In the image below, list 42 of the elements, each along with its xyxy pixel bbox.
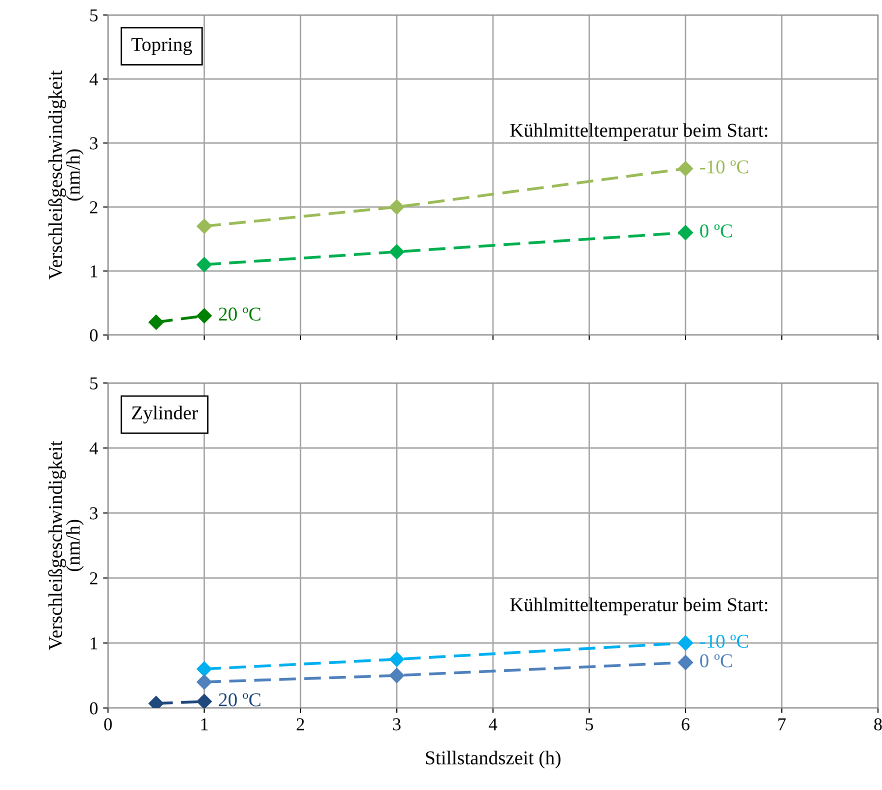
point bbox=[389, 199, 404, 215]
series-label: 0 ºC bbox=[700, 224, 732, 238]
x-tick-label: 4 bbox=[488, 718, 498, 730]
y-axis-title: Verschleißgeschwindigkeit (nm/h) bbox=[48, 70, 84, 280]
series-label: 20 ºC bbox=[218, 693, 260, 706]
y-tick-label: 1 bbox=[90, 637, 98, 650]
y-tick-label: 1 bbox=[90, 265, 98, 278]
point bbox=[678, 225, 694, 240]
series-label: 0 ºC bbox=[700, 654, 732, 668]
x-tick-label: 3 bbox=[393, 718, 401, 730]
y-tick-label: 4 bbox=[90, 73, 98, 86]
point bbox=[196, 257, 212, 272]
point bbox=[389, 244, 404, 260]
y-tick-label: 4 bbox=[90, 442, 98, 454]
x-tick-label: 8 bbox=[874, 718, 882, 730]
x-tick-label: 1 bbox=[201, 718, 208, 730]
point bbox=[196, 308, 212, 324]
y-tick-label: 0 bbox=[90, 329, 98, 342]
y-tick-label: 0 bbox=[90, 702, 98, 714]
y-tick-label: 5 bbox=[90, 377, 98, 390]
x-tick-label: 2 bbox=[296, 718, 304, 730]
y-tick-label: 3 bbox=[90, 507, 98, 520]
x-axis-title: Stillstandszeit (h) bbox=[426, 750, 560, 768]
series-label: -10 ºC bbox=[700, 160, 748, 174]
point bbox=[678, 161, 694, 176]
series-label: -10 ºC bbox=[700, 634, 748, 648]
y-tick-label: 2 bbox=[90, 201, 98, 214]
y-tick-label: 3 bbox=[90, 137, 98, 150]
point bbox=[148, 314, 164, 330]
annotation: Kühlmitteltemperatur beim Start: bbox=[510, 598, 768, 616]
x-tick-label: 0 bbox=[104, 718, 112, 730]
text: Topring bbox=[131, 38, 192, 56]
y-axis-title: Verschleißgeschwindigkeit (nm/h) bbox=[48, 440, 84, 650]
x-tick-label: 5 bbox=[586, 718, 594, 730]
y-tick-label: 5 bbox=[90, 9, 98, 22]
annotation: Kühlmitteltemperatur beim Start: bbox=[510, 123, 768, 141]
y-tick-label: 2 bbox=[90, 572, 98, 584]
series-label: 20 ºC bbox=[218, 308, 260, 321]
x-tick-label: 7 bbox=[778, 718, 786, 730]
x-tick-label: 6 bbox=[682, 718, 690, 730]
text: Zylinder bbox=[132, 406, 198, 424]
point bbox=[196, 218, 212, 234]
